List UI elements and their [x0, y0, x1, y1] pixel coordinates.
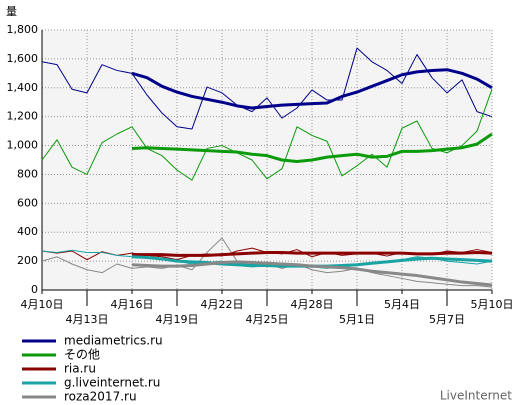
y-tick-label: 0	[31, 283, 38, 296]
x-tick-label: 4月25日	[246, 313, 289, 326]
x-tick-label: 5月10日	[471, 298, 514, 311]
x-tick-label: 4月10日	[21, 298, 64, 311]
x-tick-label: 4月13日	[66, 313, 109, 326]
y-tick-label: 800	[17, 167, 38, 180]
y-tick-label: 200	[17, 254, 38, 267]
y-tick-label: 1,800	[7, 23, 39, 36]
y-axis-label: 量	[6, 5, 17, 18]
y-tick-label: 1,600	[7, 52, 39, 65]
y-tick-label: 1,200	[7, 110, 39, 123]
x-tick-label: 4月16日	[111, 298, 154, 311]
legend-label: ria.ru	[64, 362, 96, 376]
legend-label: mediametrics.ru	[64, 334, 163, 348]
y-tick-label: 400	[17, 225, 38, 238]
daily-line	[41, 47, 493, 130]
legend-label: roza2017.ru	[64, 390, 137, 404]
y-tick-label: 1,400	[7, 81, 39, 94]
x-tick-label: 5月4日	[384, 298, 420, 311]
x-tick-label: 4月28日	[291, 298, 334, 311]
legend-label: g.liveinternet.ru	[64, 376, 160, 390]
average-line	[131, 260, 493, 287]
y-tick-label: 600	[17, 196, 38, 209]
average-line	[131, 68, 493, 110]
x-tick-label: 4月19日	[156, 313, 199, 326]
x-tick-label: 5月1日	[339, 313, 375, 326]
average-line	[131, 132, 493, 163]
x-tick-label: 5月7日	[429, 313, 465, 326]
watermark: LiveInternet	[440, 389, 512, 403]
daily-line	[41, 89, 493, 181]
y-tick-label: 1,000	[7, 139, 39, 152]
average-line	[132, 250, 493, 257]
x-tick-label: 4月22日	[201, 298, 244, 311]
legend-label: その他	[64, 348, 100, 362]
